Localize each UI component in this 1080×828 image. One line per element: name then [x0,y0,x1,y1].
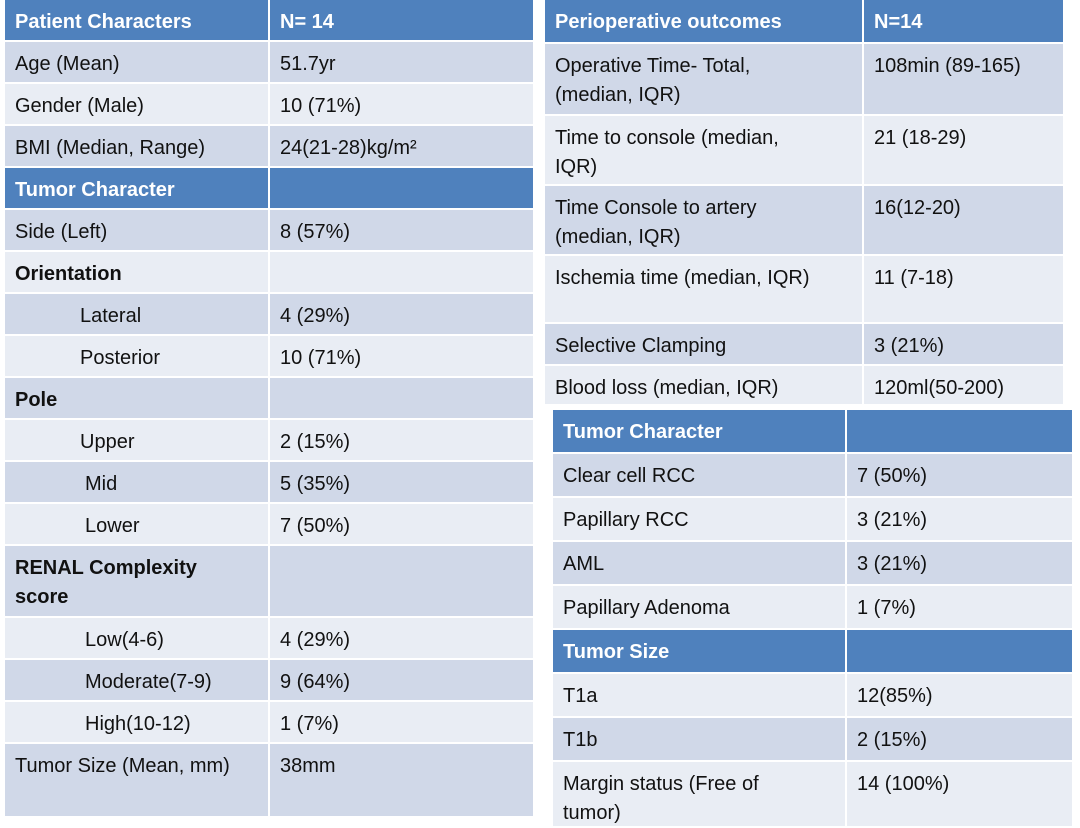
table-cell: Gender (Male) [5,84,268,124]
table-cell: 108min (89-165) [864,44,1063,114]
table-cell: 24(21-28)kg/m² [270,126,533,166]
table-cell: Tumor Size [553,630,845,672]
table-cell: 7 (50%) [847,454,1072,496]
table-cell: Selective Clamping [545,324,862,364]
header-cell [847,410,1072,452]
table-cell: Operative Time- Total, (median, IQR) [545,44,862,114]
table-cell [847,630,1072,672]
table-cell [270,378,533,418]
table-cell: Lower [5,504,268,544]
table-cell: 8 (57%) [270,210,533,250]
table-cell: 7 (50%) [270,504,533,544]
table-cell: Tumor Character [5,168,268,208]
table-cell: Pole [5,378,268,418]
table-cell: AML [553,542,845,584]
table-cell [270,168,533,208]
table-cell: Clear cell RCC [553,454,845,496]
table-cell: 1 (7%) [847,586,1072,628]
header-cell: Tumor Character [553,410,845,452]
table-cell: 51.7yr [270,42,533,82]
table-cell: 14 (100%) [847,762,1072,826]
table-cell: Time to console (median, IQR) [545,116,862,184]
table-cell: BMI (Median, Range) [5,126,268,166]
table-cell: 4 (29%) [270,618,533,658]
table-cell: Low(4-6) [5,618,268,658]
table-cell: 10 (71%) [270,84,533,124]
table-cell: 4 (29%) [270,294,533,334]
table-cell: 11 (7-18) [864,256,1063,322]
table-cell: 2 (15%) [270,420,533,460]
table-cell: 10 (71%) [270,336,533,376]
table-cell: 21 (18-29) [864,116,1063,184]
table-cell: 16(12-20) [864,186,1063,254]
table-cell [270,546,533,616]
table-cell: Ischemia time (median, IQR) [545,256,862,322]
table-cell: 3 (21%) [847,542,1072,584]
table-cell: Lateral [5,294,268,334]
table-cell: 12(85%) [847,674,1072,716]
header-cell: Perioperative outcomes [545,0,862,42]
header-cell: N=14 [864,0,1063,42]
table-cell: Side (Left) [5,210,268,250]
table-cell: T1b [553,718,845,760]
header-cell: N= 14 [270,0,533,40]
table-cell: High(10-12) [5,702,268,742]
table-cell: Moderate(7-9) [5,660,268,700]
table-cell: 1 (7%) [270,702,533,742]
table-cell: 3 (21%) [847,498,1072,540]
table-cell: Papillary RCC [553,498,845,540]
table-cell: 2 (15%) [847,718,1072,760]
table-cell: 38mm [270,744,533,816]
table-cell: Tumor Size (Mean, mm) [5,744,268,816]
table-cell: 120ml(50-200) [864,366,1063,404]
table-cell: Orientation [5,252,268,292]
table-cell: Posterior [5,336,268,376]
table-cell: RENAL Complexity score [5,546,268,616]
header-cell: Patient Characters [5,0,268,40]
table-cell [270,252,533,292]
table-cell: Time Console to artery (median, IQR) [545,186,862,254]
table-cell: 5 (35%) [270,462,533,502]
table-cell: Margin status (Free of tumor) [553,762,845,826]
table-cell: Upper [5,420,268,460]
table-cell: Papillary Adenoma [553,586,845,628]
table-cell: Mid [5,462,268,502]
table-cell: 9 (64%) [270,660,533,700]
table-cell: Age (Mean) [5,42,268,82]
table-cell: T1a [553,674,845,716]
table-cell: 3 (21%) [864,324,1063,364]
table-cell: Blood loss (median, IQR) [545,366,862,404]
